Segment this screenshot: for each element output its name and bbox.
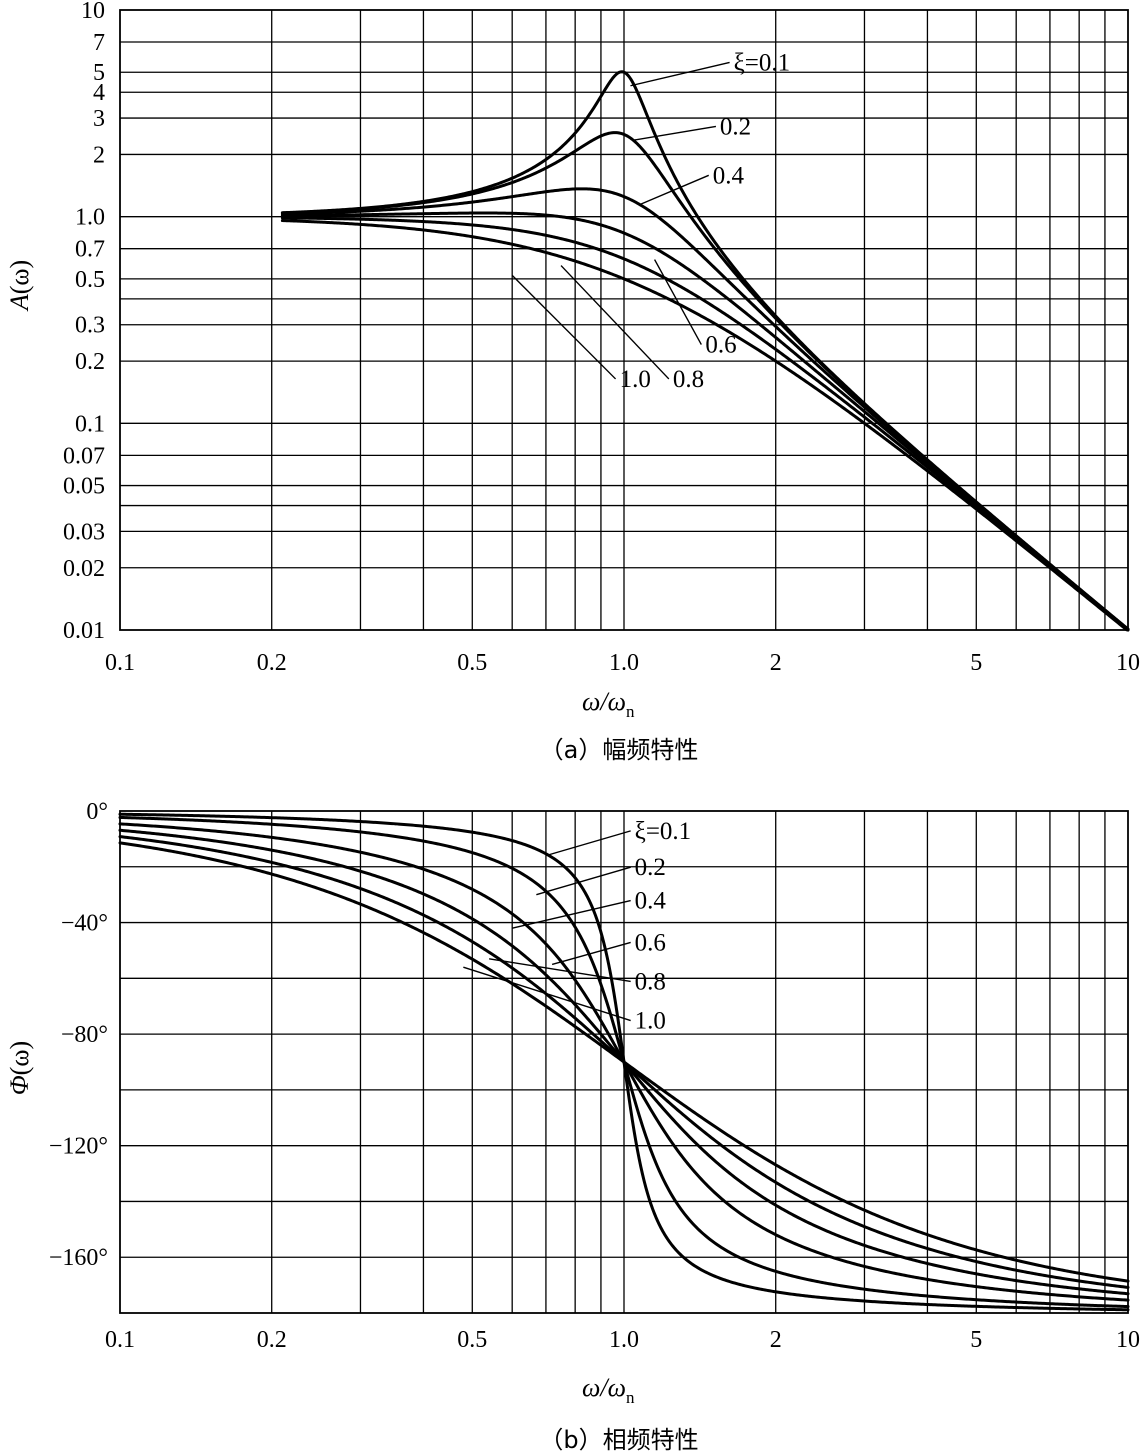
series-label: 0.2 (635, 854, 666, 881)
plot-frame (119, 810, 1129, 1314)
chart-panel-b: 0.1 0.2 0.5 1.0 2 5 10 0° −40° −80° −120° −160° ω/ωn… (5, 799, 1140, 1454)
x-axis-label-main: ω/ω (582, 687, 626, 716)
x-axis-label-subscript: n (626, 1388, 635, 1407)
y-axis-label-paren: (ω) (5, 260, 34, 294)
x-tick-label: 5 (970, 650, 982, 676)
y-tick-label: 0.01 (63, 618, 105, 644)
series-label: 0.2 (720, 113, 751, 140)
x-tick-label: 0.1 (105, 650, 135, 676)
annotation-leader (512, 899, 631, 929)
x-tick-label: 1.0 (609, 1327, 639, 1353)
annotation-leader (640, 174, 710, 205)
x-tick-label: 2 (770, 1327, 782, 1353)
series-label: 0.8 (673, 366, 704, 393)
x-tick-label: 0.2 (257, 650, 287, 676)
series-label: 0.6 (705, 332, 736, 359)
y-tick-label: 0.5 (75, 267, 105, 293)
y-tick-label: 0.03 (63, 519, 105, 545)
x-tick-label: 0.1 (105, 1327, 135, 1353)
series-label: 0.6 (635, 929, 666, 956)
y-tick-label: 0.05 (63, 474, 105, 500)
y-tick-label: −160° (49, 1245, 108, 1271)
y-tick-label: 1.0 (75, 205, 105, 231)
x-axis-label-subscript: n (626, 702, 635, 721)
y-tick-label: 0.07 (63, 443, 105, 469)
y-tick-label: −40° (61, 911, 108, 937)
series-line-xi-1 (280, 219, 1130, 632)
annotation-leader (551, 941, 631, 966)
x-tick-label: 2 (770, 650, 782, 676)
x-axis-label: ω/ωn (582, 1373, 635, 1407)
y-tick-label: 2 (93, 142, 105, 168)
annotation-leader (630, 61, 730, 87)
annotation-leader (463, 966, 631, 1022)
panel-caption: （b）相频特性 (539, 1426, 698, 1454)
y-axis-label-main: A (5, 294, 34, 312)
series-label: ξ=0.1 (734, 49, 791, 76)
annotation-leader (489, 958, 631, 983)
y-tick-label: 0.02 (63, 556, 105, 582)
x-tick-label: 0.5 (457, 650, 487, 676)
y-tick-label: 0.7 (75, 237, 105, 263)
y-tick-label: 0° (86, 799, 108, 825)
x-tick-label: 5 (970, 1327, 982, 1353)
annotation-leader (536, 866, 631, 896)
y-axis-label: Φ(ω) (5, 1041, 34, 1095)
y-tick-label: 4 (93, 80, 105, 106)
x-tick-label: 0.5 (457, 1327, 487, 1353)
y-axis-label: A(ω) (5, 260, 34, 312)
series-label: ξ=0.1 (635, 818, 692, 845)
y-tick-label: 0.1 (75, 411, 105, 437)
series-line-xi-1 (118, 841, 1130, 1283)
series-line-xi-0_8 (280, 216, 1130, 632)
annotation-leader (560, 265, 670, 380)
y-tick-label: 10 (81, 0, 105, 24)
x-tick-label: 0.2 (257, 1327, 287, 1353)
panel-caption: （a）幅频特性 (540, 736, 699, 764)
annotation-leader (634, 125, 717, 141)
x-tick-label: 10 (1116, 1327, 1140, 1353)
chart-panel-a: 0.1 0.2 0.5 1.0 2 5 10 0.01 0.02 0.03 0.05 0.07 0.1 0… (5, 0, 1140, 764)
series-label: 0.4 (635, 888, 667, 915)
series-label: 1.0 (635, 1008, 666, 1035)
y-axis-label-paren: (ω) (5, 1041, 34, 1075)
plot-frame (119, 9, 1129, 631)
x-tick-label: 1.0 (609, 650, 639, 676)
y-tick-label: 7 (93, 30, 105, 56)
y-tick-label: −120° (49, 1134, 108, 1160)
series-label: 0.8 (635, 968, 666, 995)
y-axis-label-main: Φ (5, 1075, 34, 1095)
y-tick-label: −80° (61, 1022, 108, 1048)
annotation-leader (545, 830, 631, 857)
y-tick-label: 5 (93, 60, 105, 86)
y-tick-label: 0.2 (75, 349, 105, 375)
x-axis-label: ω/ωn (582, 687, 635, 721)
series-line-xi-0_4 (280, 187, 1130, 631)
x-axis-label-main: ω/ω (582, 1373, 626, 1402)
x-tick-label: 10 (1116, 650, 1140, 676)
y-tick-label: 0.3 (75, 313, 105, 339)
annotation-leader (511, 274, 617, 380)
y-tick-label: 3 (93, 106, 105, 132)
series-label: 1.0 (620, 366, 651, 393)
series-label: 0.4 (713, 162, 745, 189)
